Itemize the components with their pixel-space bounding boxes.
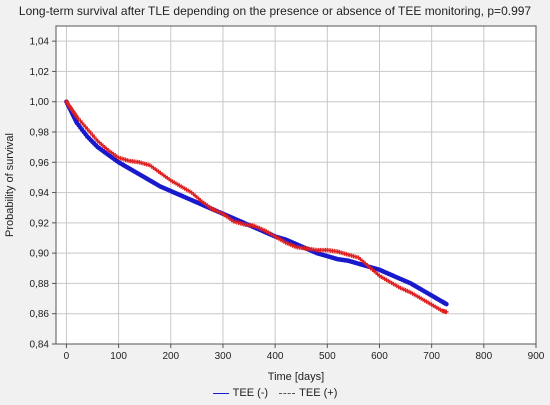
legend-item-tee-minus: TEE (-) <box>212 387 269 399</box>
x-tick-label: 100 <box>110 351 127 362</box>
series-layer <box>64 99 449 315</box>
y-tick-label: 0,92 <box>30 218 50 229</box>
legend: TEE (-) TEE (+) <box>0 387 550 399</box>
y-tick-label: 0,88 <box>30 279 50 290</box>
y-tick-label: 1,02 <box>30 67 50 78</box>
plot-frame <box>55 25 537 345</box>
censor-mark-tee-minus <box>444 301 449 307</box>
y-tick-label: 0,84 <box>30 340 50 351</box>
y-tick-label: 0,98 <box>30 128 50 139</box>
legend-label-tee-plus: TEE (+) <box>299 387 338 399</box>
y-tick-label: 0,96 <box>30 158 50 169</box>
x-tick-label: 200 <box>162 351 179 362</box>
legend-item-tee-plus: TEE (+) <box>279 387 337 399</box>
tick-labels: 0 100 200 300 400 500 600 700 800 900 0,84 0,86 0,88… <box>30 37 545 362</box>
y-tick-label: 0,90 <box>30 249 50 260</box>
y-tick-label: 1,00 <box>30 97 50 108</box>
x-tick-label: 600 <box>371 351 388 362</box>
y-tick-label: 0,94 <box>30 188 50 199</box>
x-tick-label: 900 <box>528 351 545 362</box>
y-axis-label: Probability of survival <box>4 133 16 237</box>
y-tick-label: 0,86 <box>30 309 50 320</box>
y-tick-label: 1,04 <box>30 37 50 48</box>
plot-background <box>56 26 536 344</box>
x-axis-label: Time [days] <box>268 371 324 383</box>
x-tick-label: 500 <box>319 351 336 362</box>
x-tick-label: 400 <box>267 351 284 362</box>
chart-title: Long-term survival after TLE depending o… <box>18 4 532 18</box>
censor-mark-tee-plus <box>444 309 449 315</box>
legend-swatch-tee-plus <box>279 392 296 394</box>
legend-label-tee-minus: TEE (-) <box>232 387 269 399</box>
x-tick-label: 300 <box>215 351 232 362</box>
x-tick-label: 0 <box>64 351 70 362</box>
x-tick-label: 800 <box>475 351 492 362</box>
legend-swatch-tee-minus <box>212 392 229 394</box>
x-tick-label: 700 <box>423 351 440 362</box>
